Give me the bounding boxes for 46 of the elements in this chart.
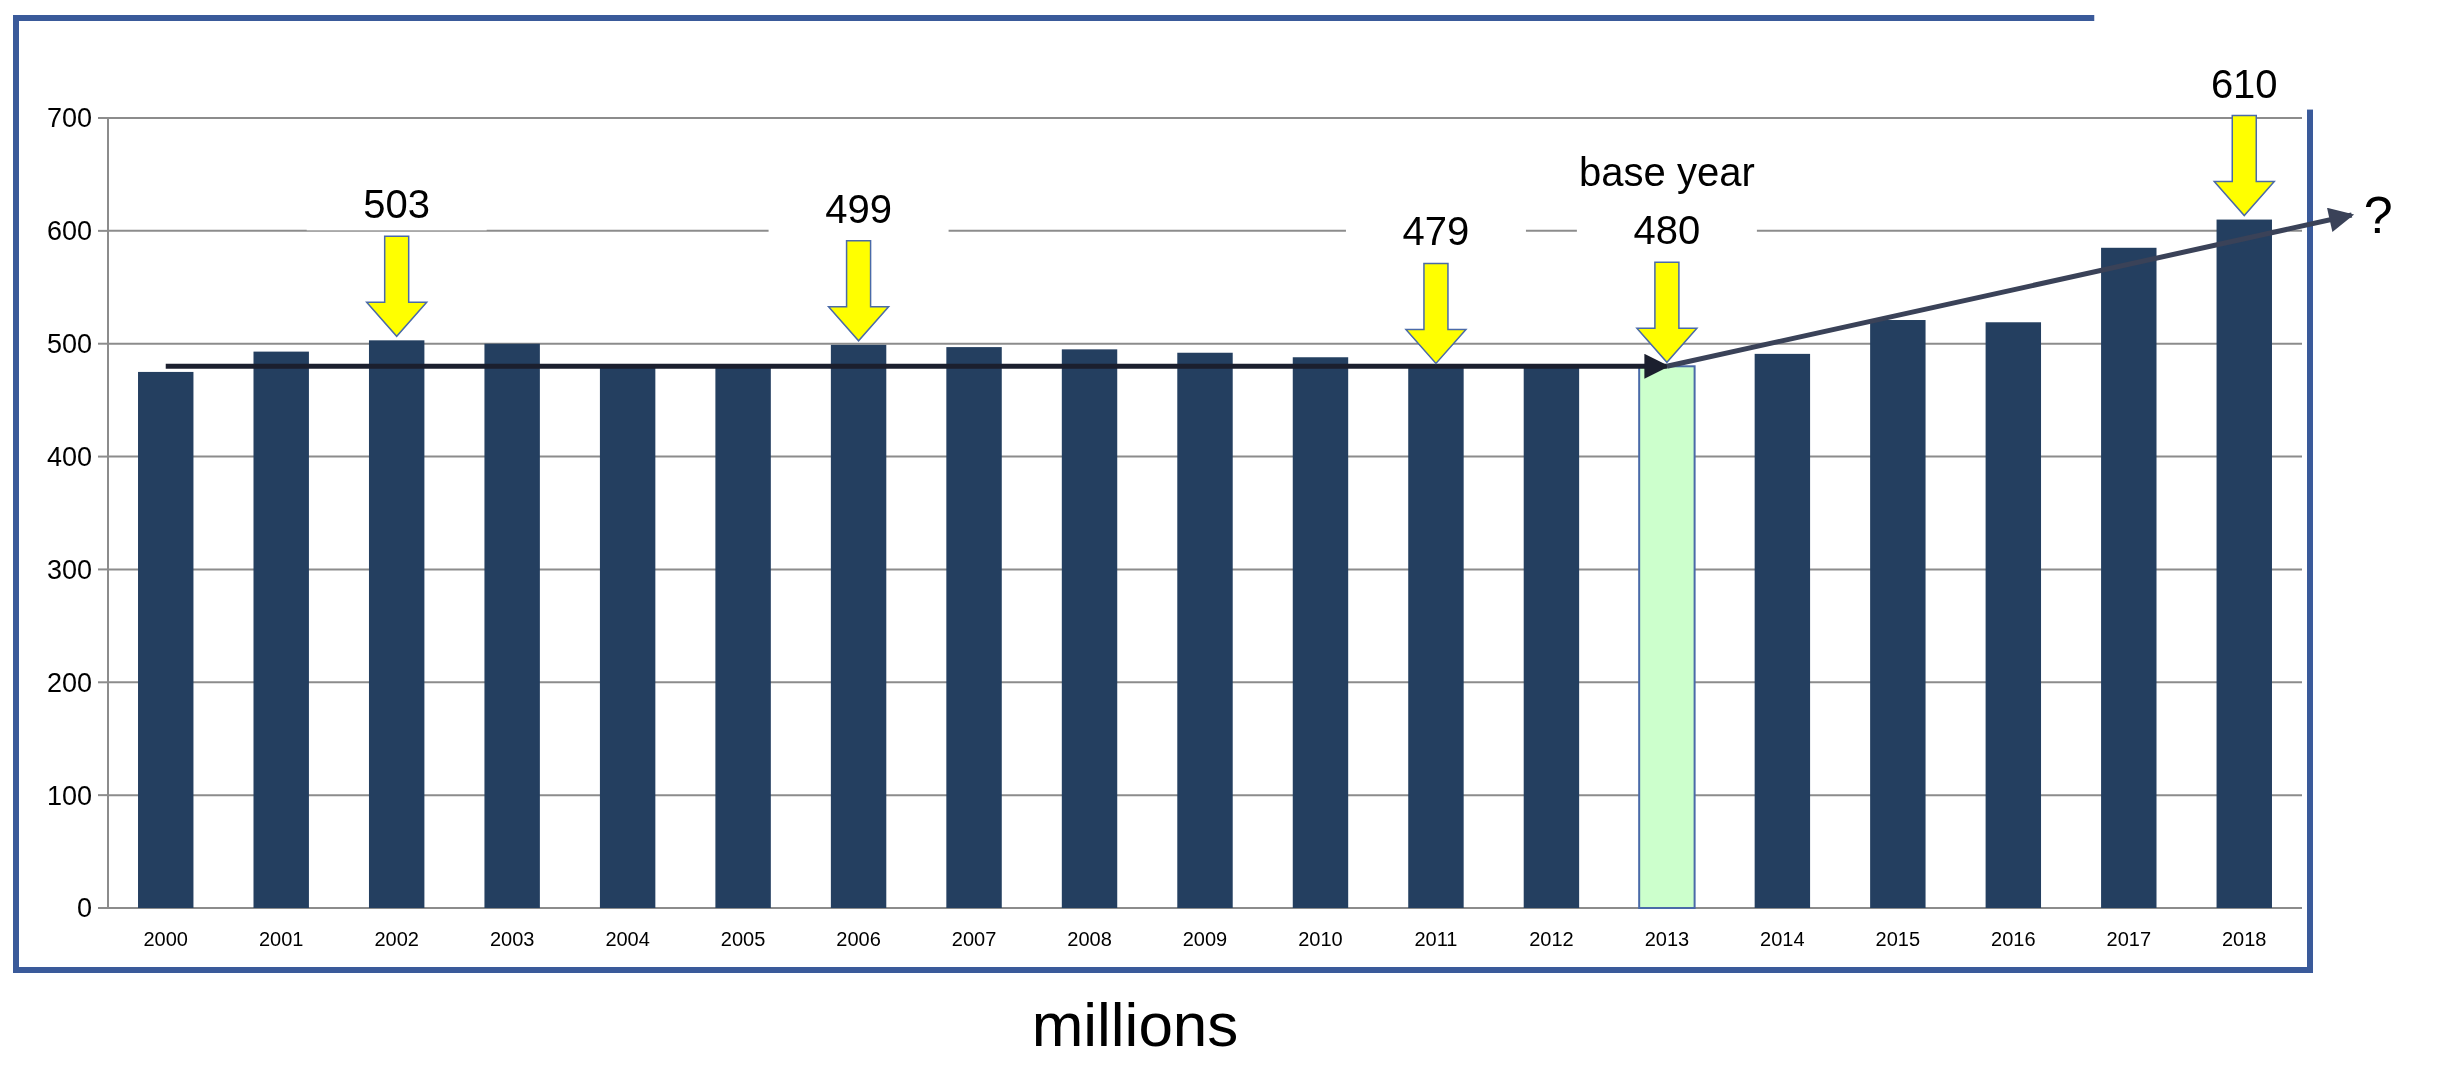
bar (1177, 352, 1233, 908)
x-tick-label: 2001 (258, 928, 304, 950)
bar (2101, 247, 2157, 908)
x-tick-label: 2006 (836, 928, 881, 950)
y-tick-label: 100 (46, 780, 92, 811)
x-tick-label: 2008 (1067, 928, 1112, 950)
x-tick-label: 2013 (1644, 928, 1690, 950)
bar (253, 351, 309, 908)
bar (1292, 357, 1349, 908)
y-tick-label: 700 (46, 103, 92, 134)
y-tick-label: 200 (46, 667, 92, 698)
annotation: 480 (1633, 208, 1701, 253)
y-tick-label: 300 (46, 554, 92, 585)
x-tick-label: 2002 (374, 928, 419, 950)
x-tick-label: 2010 (1298, 928, 1343, 950)
x-tick-label: 2007 (951, 928, 997, 950)
bar (1061, 349, 1118, 908)
x-tick-label: 2009 (1182, 928, 1228, 950)
bar (1985, 322, 2042, 908)
x-tick-label: 2018 (2222, 928, 2267, 950)
x-tick-label: 2005 (720, 928, 766, 950)
annotation: base year (1579, 150, 1755, 195)
x-tick-label: 2017 (2106, 928, 2152, 950)
x-tick-label: 2015 (1875, 928, 1921, 950)
bar (946, 347, 1002, 908)
annotation: 499 (825, 186, 892, 231)
bar (1870, 320, 1926, 908)
annotation: 503 (363, 182, 431, 227)
y-tick-label: 0 (76, 893, 92, 924)
annotation: 610 (2210, 61, 2278, 106)
bar (138, 371, 194, 908)
x-tick-label: 2012 (1529, 928, 1574, 950)
x-tick-label: 2016 (1991, 928, 2036, 950)
x-tick-label: 2000 (143, 928, 188, 950)
annotation: 479 (1402, 209, 1470, 254)
bar (484, 343, 540, 908)
y-tick-label: 400 (46, 442, 92, 473)
annotation: ? (2363, 186, 2393, 245)
y-tick-label: 500 (46, 329, 92, 360)
x-tick-label: 2011 (1414, 928, 1458, 950)
x-tick-label: 2014 (1760, 928, 1805, 950)
bar (1754, 353, 1811, 908)
x-tick-label: 2004 (605, 928, 650, 950)
x-tick-label: 2003 (489, 928, 535, 950)
y-tick-label: 600 (46, 216, 92, 247)
x-axis-title: millions (1031, 990, 1239, 1059)
